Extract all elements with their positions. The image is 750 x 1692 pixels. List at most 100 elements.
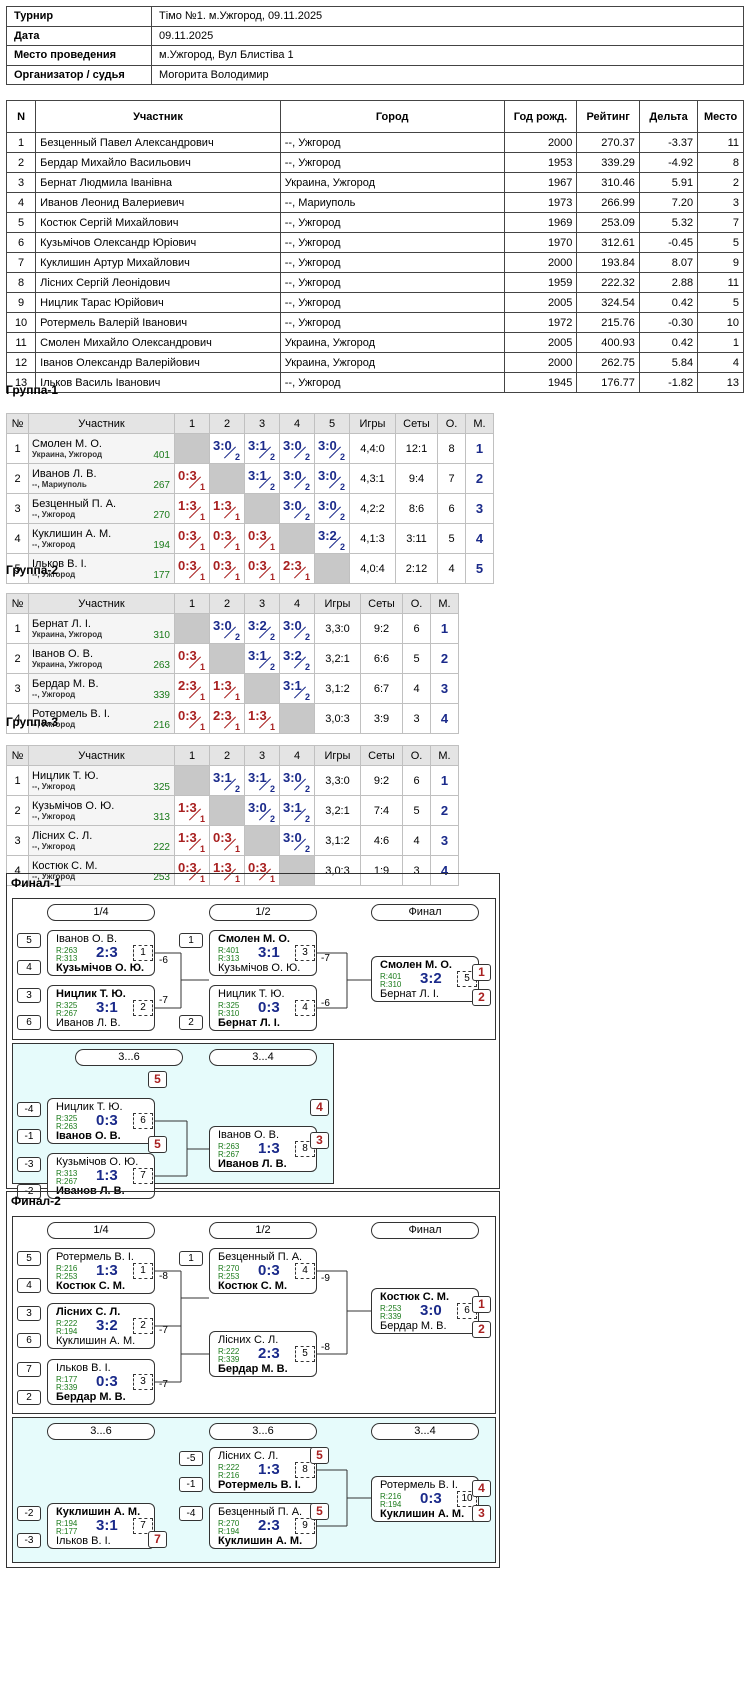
bracket-match[interactable]: Лісних С. Л. R:222 R:216 Ротермель В. І. 1:3… [209, 1447, 317, 1493]
match-player-1: Лісних С. Л. [56, 1306, 121, 1318]
participant-cell: 1 [697, 332, 744, 353]
match-score-cell[interactable]: 3:0 2 [279, 493, 315, 524]
match-score: 0:3 [178, 528, 197, 543]
match-score-cell[interactable]: 0:3 1 [174, 703, 210, 734]
group-col-header: Участник [28, 593, 175, 614]
bracket-match[interactable]: Безценный П. А. R:270 R:194 Куклишин А. М. 2… [209, 1503, 317, 1549]
bracket-match[interactable]: Лісних С. Л. R:222 R:194 Куклишин А. М. 3:2 2 [47, 1303, 155, 1349]
bracket-match[interactable]: Смолен М. О. R:401 R:310 Бернат Л. І. 3:2 5 [371, 956, 479, 1002]
match-score-cell[interactable]: 1:3 1 [174, 493, 210, 524]
participant-row: 3 Бернат Людмила Іванівна Украина, Ужгород… [5, 172, 744, 193]
player-name: Бернат Л. І. [32, 618, 91, 630]
bracket-match[interactable]: Лісних С. Л. R:222 R:339 Бердар М. В. 2:3 5 [209, 1331, 317, 1377]
seed-number: -5 [179, 1451, 203, 1466]
match-score-cell[interactable]: 3:1 2 [244, 463, 280, 494]
participant-cell: --, Ужгород [279, 252, 505, 273]
match-score-cell[interactable]: 3:1 2 [279, 795, 315, 826]
player-1-rating: R:401 [380, 972, 402, 981]
match-score-cell[interactable]: 1:3 1 [174, 825, 210, 856]
match-score-cell[interactable]: 3:2 2 [279, 643, 315, 674]
match-score: 2:3 [258, 1345, 280, 1362]
bracket-match[interactable]: Ільков В. І. R:177 R:339 Бердар М. В. 0:3 3 [47, 1359, 155, 1405]
match-score-cell[interactable]: 3:1 2 [244, 433, 280, 464]
match-score-cell[interactable]: 1:3 1 [209, 493, 245, 524]
match-score-cell[interactable]: 0:3 1 [244, 855, 280, 886]
match-score: 3:1 [248, 770, 267, 785]
match-player-1: Ницлик Т. Ю. [56, 1101, 123, 1113]
match-player-1: Ільков В. І. [56, 1362, 111, 1374]
final-place: 2 [472, 1321, 491, 1338]
bracket-match[interactable]: Ницлик Т. Ю. R:325 R:263 Іванов О. В. 0:3 6 [47, 1098, 155, 1144]
match-score-cell[interactable]: 3:0 2 [314, 493, 350, 524]
match-score-cell[interactable]: 2:3 1 [209, 703, 245, 734]
group-col-header: Участник [28, 413, 175, 434]
seed-number: 4 [17, 1278, 41, 1293]
match-score-cell[interactable]: 1:3 1 [209, 673, 245, 704]
match-score-cell[interactable]: 0:3 1 [244, 523, 280, 554]
match-points: 1 [199, 572, 205, 582]
match-score-cell[interactable]: 3:1 2 [244, 765, 280, 796]
match-score-cell[interactable]: 3:1 2 [279, 673, 315, 704]
match-score-cell[interactable]: 0:3 1 [209, 523, 245, 554]
match-score-cell[interactable]: 3:0 2 [279, 463, 315, 494]
match-score-cell[interactable]: 3:0 2 [279, 825, 315, 856]
participant-cell: 2005 [503, 332, 578, 353]
bracket-match[interactable]: Ротермель В. І. R:216 R:194 Куклишин А. М. 0… [371, 1476, 479, 1522]
seed-number: -1 [179, 1477, 203, 1492]
bracket-match[interactable]: Ротермель В. І. R:216 R:253 Костюк С. М. 1:3… [47, 1248, 155, 1294]
bracket-match[interactable]: Ницлик Т. Ю. R:325 R:267 Иванов Л. В. 3:1 2 [47, 985, 155, 1031]
match-player-2: Бердар М. В. [56, 1391, 126, 1403]
match-score-cell[interactable]: 0:3 1 [209, 553, 245, 584]
match-score-cell[interactable]: 1:3 1 [174, 795, 210, 826]
match-score-cell[interactable]: 3:0 2 [209, 613, 245, 644]
match-score-cell[interactable]: 3:0 2 [314, 463, 350, 494]
match-score-cell[interactable]: 3:0 2 [279, 433, 315, 464]
match-score-cell[interactable]: 3:0 2 [244, 795, 280, 826]
match-points: 2 [304, 814, 310, 824]
match-score-cell[interactable]: 3:0 2 [209, 433, 245, 464]
match-score: 3:1 [248, 648, 267, 663]
match-score-cell[interactable]: 0:3 1 [174, 463, 210, 494]
match-score-cell[interactable]: 3:2 2 [314, 523, 350, 554]
match-score: 3:2 [283, 648, 302, 663]
match-points: 2 [304, 692, 310, 702]
match-score-cell[interactable]: 2:3 1 [174, 673, 210, 704]
place-value: 1 [430, 765, 459, 796]
bracket-match[interactable]: Іванов О. В. R:263 R:267 Иванов Л. В. 1:3 8 [209, 1126, 317, 1172]
match-score-cell[interactable]: 0:3 1 [209, 825, 245, 856]
participant-cell: Костюк Сергій Михайлович [35, 212, 281, 233]
match-points: 1 [269, 722, 275, 732]
bracket-match[interactable]: Безценный П. А. R:270 R:253 Костюк С. М. 0:3… [209, 1248, 317, 1294]
bracket-match[interactable]: Іванов О. В. R:263 R:313 Кузьмічов О. Ю. 2:3… [47, 930, 155, 976]
match-score-cell[interactable]: 3:1 2 [209, 765, 245, 796]
match-score-cell[interactable]: 0:3 1 [244, 553, 280, 584]
match-score-cell[interactable]: 3:0 2 [279, 613, 315, 644]
match-score-cell[interactable]: 3:0 2 [279, 765, 315, 796]
match-points: 2 [269, 662, 275, 672]
match-player-2: Куклишин А. М. [218, 1535, 303, 1547]
player-city: --, Мариуполь [32, 480, 87, 489]
match-points: 2 [339, 482, 345, 492]
match-score: 0:3 [178, 648, 197, 663]
participant-row: 11 Смолен Михайло Олександрович Украина, У… [5, 332, 744, 353]
loser-ref: -6 [159, 955, 168, 966]
bracket-match[interactable]: Куклишин А. М. R:194 R:177 Ільков В. І. 3:1 7 [47, 1503, 155, 1549]
round-header: 3...6 [75, 1049, 183, 1066]
match-score-cell[interactable]: 3:0 2 [314, 433, 350, 464]
final-title: Финал-1 [11, 876, 61, 890]
match-score-cell[interactable]: 0:3 1 [174, 643, 210, 674]
match-score: 0:3 [213, 558, 232, 573]
match-score-cell[interactable]: 0:3 1 [174, 553, 210, 584]
match-score-cell[interactable]: 0:3 1 [174, 855, 210, 886]
match-score-cell[interactable]: 1:3 1 [209, 855, 245, 886]
bracket-match[interactable]: Костюк С. М. R:253 R:339 Бердар М. В. 3:0 6 [371, 1288, 479, 1334]
match-score-cell[interactable]: 3:1 2 [244, 643, 280, 674]
participant-row: 9 Ницлик Тарас Юрійович --, Ужгород 2005 324… [5, 292, 744, 313]
group-player-row: 2 Иванов Л. В. --, Мариуполь 267 0:3 1 3:1 2 3:0… [6, 463, 494, 494]
match-score-cell[interactable]: 0:3 1 [174, 523, 210, 554]
match-score-cell[interactable]: 3:2 2 [244, 613, 280, 644]
match-score-cell[interactable]: 1:3 1 [244, 703, 280, 734]
bracket-match[interactable]: Смолен М. О. R:401 R:313 Кузьмічов О. Ю. 3:1… [209, 930, 317, 976]
match-score-cell[interactable]: 2:3 1 [279, 553, 315, 584]
bracket-match[interactable]: Ницлик Т. Ю. R:325 R:310 Бернат Л. І. 0:3 4 [209, 985, 317, 1031]
